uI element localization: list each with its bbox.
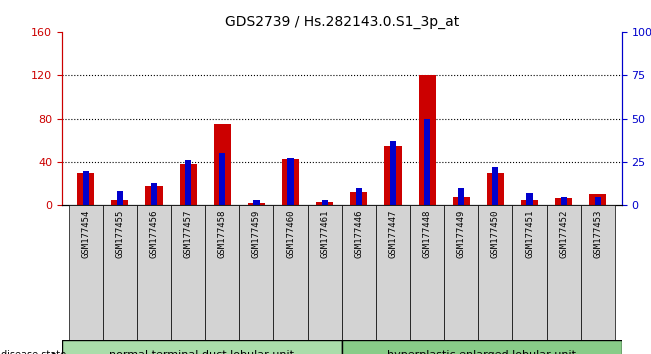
Bar: [103, 205, 137, 340]
Bar: [419, 75, 436, 205]
Text: GSM177454: GSM177454: [81, 209, 90, 258]
Bar: [111, 200, 128, 205]
Bar: [273, 205, 308, 340]
Bar: [555, 198, 572, 205]
Bar: [385, 146, 402, 205]
Text: GSM177447: GSM177447: [389, 209, 398, 258]
Bar: [308, 205, 342, 340]
Bar: [342, 340, 622, 354]
Bar: [512, 205, 547, 340]
Text: normal terminal duct lobular unit: normal terminal duct lobular unit: [109, 350, 294, 354]
Bar: [219, 153, 225, 205]
Bar: [185, 160, 191, 205]
Text: GSM177460: GSM177460: [286, 209, 295, 258]
Text: GSM177451: GSM177451: [525, 209, 534, 258]
Bar: [410, 205, 444, 340]
Bar: [589, 194, 606, 205]
Bar: [171, 205, 205, 340]
Bar: [288, 159, 294, 205]
Bar: [424, 119, 430, 205]
Text: GSM177458: GSM177458: [218, 209, 227, 258]
Text: GSM177449: GSM177449: [457, 209, 465, 258]
Bar: [581, 205, 615, 340]
Bar: [77, 173, 94, 205]
Text: GSM177448: GSM177448: [422, 209, 432, 258]
Bar: [390, 141, 396, 205]
Text: hyperplastic enlarged lobular unit: hyperplastic enlarged lobular unit: [387, 350, 576, 354]
Text: disease state: disease state: [1, 350, 66, 354]
Text: GSM177446: GSM177446: [354, 209, 363, 258]
Text: GSM177453: GSM177453: [593, 209, 602, 258]
Bar: [137, 205, 171, 340]
Bar: [521, 200, 538, 205]
Text: GSM177459: GSM177459: [252, 209, 261, 258]
Bar: [240, 205, 273, 340]
Bar: [316, 202, 333, 205]
Bar: [62, 340, 342, 354]
Bar: [458, 188, 464, 205]
Bar: [151, 183, 157, 205]
Bar: [527, 193, 533, 205]
Text: GSM177461: GSM177461: [320, 209, 329, 258]
Bar: [214, 124, 231, 205]
Bar: [322, 200, 327, 205]
Text: GSM177452: GSM177452: [559, 209, 568, 258]
Bar: [68, 205, 103, 340]
Text: GSM177457: GSM177457: [184, 209, 193, 258]
Bar: [561, 197, 567, 205]
Bar: [253, 200, 260, 205]
Bar: [595, 197, 601, 205]
Bar: [376, 205, 410, 340]
Bar: [83, 171, 89, 205]
Text: GSM177455: GSM177455: [115, 209, 124, 258]
Bar: [350, 192, 367, 205]
Bar: [282, 159, 299, 205]
Bar: [248, 203, 265, 205]
Bar: [547, 205, 581, 340]
Bar: [478, 205, 512, 340]
Bar: [452, 197, 470, 205]
Bar: [145, 186, 163, 205]
Bar: [205, 205, 240, 340]
Text: GSM177456: GSM177456: [150, 209, 158, 258]
Bar: [117, 192, 123, 205]
Bar: [487, 173, 504, 205]
Bar: [180, 164, 197, 205]
Bar: [342, 205, 376, 340]
Text: GSM177450: GSM177450: [491, 209, 500, 258]
Bar: [492, 167, 499, 205]
Title: GDS2739 / Hs.282143.0.S1_3p_at: GDS2739 / Hs.282143.0.S1_3p_at: [225, 16, 459, 29]
Bar: [444, 205, 478, 340]
Bar: [355, 188, 362, 205]
